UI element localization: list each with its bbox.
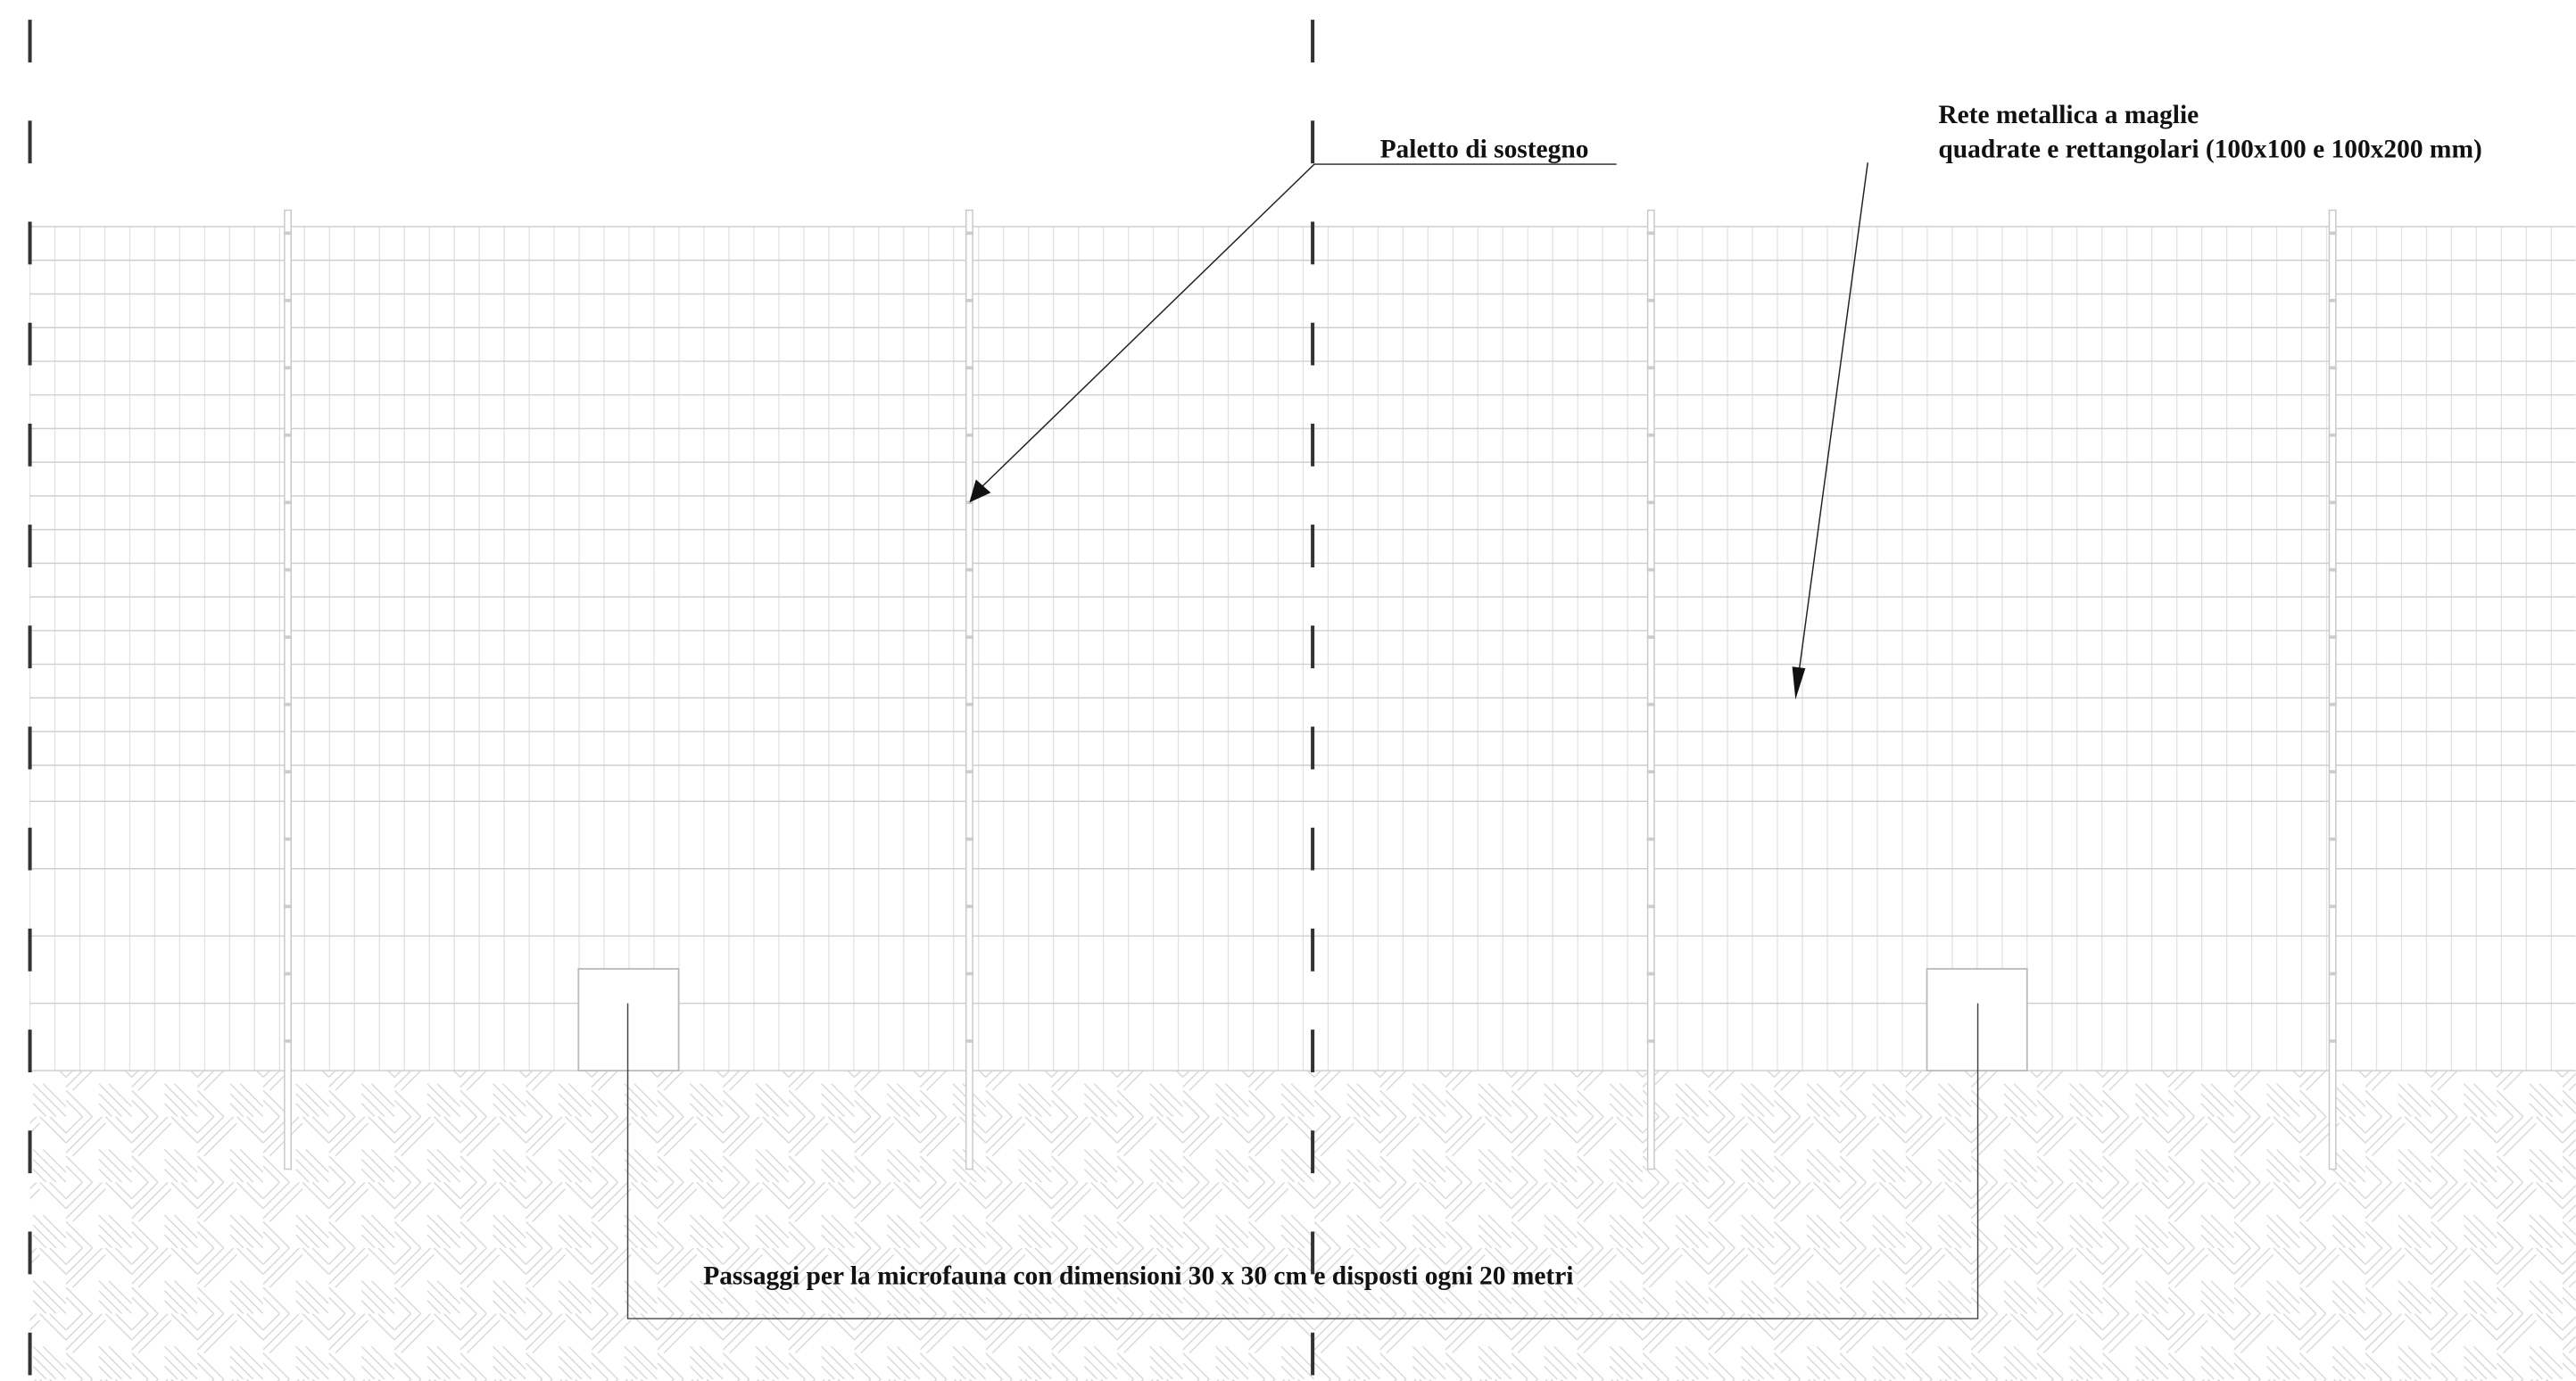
passage-label: Passaggi per la microfauna con dimension… (703, 1261, 1573, 1290)
post-clip (965, 500, 974, 505)
post-clip (283, 635, 293, 640)
post-clip (965, 433, 974, 437)
post (1646, 209, 1655, 1170)
post-clip (1646, 972, 1655, 976)
post-clip (283, 567, 293, 572)
post-clip (965, 635, 974, 640)
post-clip (283, 837, 293, 841)
post-clip (965, 972, 974, 976)
post-clip (1646, 500, 1655, 505)
post-clip (965, 905, 974, 908)
post-clip (2328, 299, 2337, 302)
passage-bracket (626, 1003, 1979, 1319)
post-clip (2328, 567, 2337, 572)
post-clip (283, 500, 293, 505)
post-clip (283, 905, 293, 908)
post-clip (283, 299, 293, 302)
post-clip (2328, 635, 2337, 640)
post (965, 209, 973, 1170)
post-clip (1646, 837, 1655, 841)
post-clip (2328, 972, 2337, 976)
post-clip (283, 433, 293, 437)
post (2328, 209, 2337, 1170)
post (284, 209, 292, 1170)
post-clip (965, 702, 974, 707)
support-posts (283, 209, 2337, 1170)
post-clip (283, 972, 293, 976)
post-clip (1646, 231, 1655, 236)
post-clip (2328, 702, 2337, 707)
post-clip (965, 299, 974, 302)
post-clip (1646, 770, 1655, 773)
mesh-label: Rete metallica a maglie (1938, 101, 2199, 129)
post-clip (965, 231, 974, 236)
post-clip (1646, 433, 1655, 437)
post-leader (978, 163, 1617, 491)
post-clip (283, 770, 293, 773)
post-clip (1646, 1039, 1655, 1043)
post-clip (965, 567, 974, 572)
post-clip (1646, 635, 1655, 640)
post-clip (2328, 905, 2337, 908)
fauna-passage (1926, 968, 2028, 1072)
post-clip (283, 231, 293, 236)
post-clip (965, 366, 974, 370)
break-lines (28, 20, 1315, 1376)
arrowhead (969, 479, 991, 503)
post-clip (2328, 837, 2337, 841)
arrowhead (1792, 666, 1806, 700)
post-clip (965, 1039, 974, 1043)
ground-hatch (29, 1071, 2576, 1381)
post-clip (1646, 567, 1655, 572)
post-clip (2328, 366, 2337, 370)
post-clip (1646, 702, 1655, 707)
fauna-passage (577, 968, 680, 1072)
wire-mesh (29, 226, 2576, 1071)
post-clip (965, 837, 974, 841)
post-clip (2328, 1039, 2337, 1043)
post-clip (2328, 231, 2337, 236)
post-clip (1646, 299, 1655, 302)
post-clip (2328, 770, 2337, 773)
post-clip (2328, 500, 2337, 505)
post-clip (965, 770, 974, 773)
post-clip (2328, 433, 2337, 437)
post-clip (1646, 366, 1655, 370)
post-clip (1646, 905, 1655, 908)
mesh-label: quadrate e rettangolari (100x100 e 100x2… (1938, 136, 2481, 164)
post-clip (283, 1039, 293, 1043)
mesh-leader (1798, 162, 1868, 674)
post-label: Paletto di sostegno (1380, 136, 1589, 164)
post-clip (283, 366, 293, 370)
post-clip (283, 702, 293, 707)
